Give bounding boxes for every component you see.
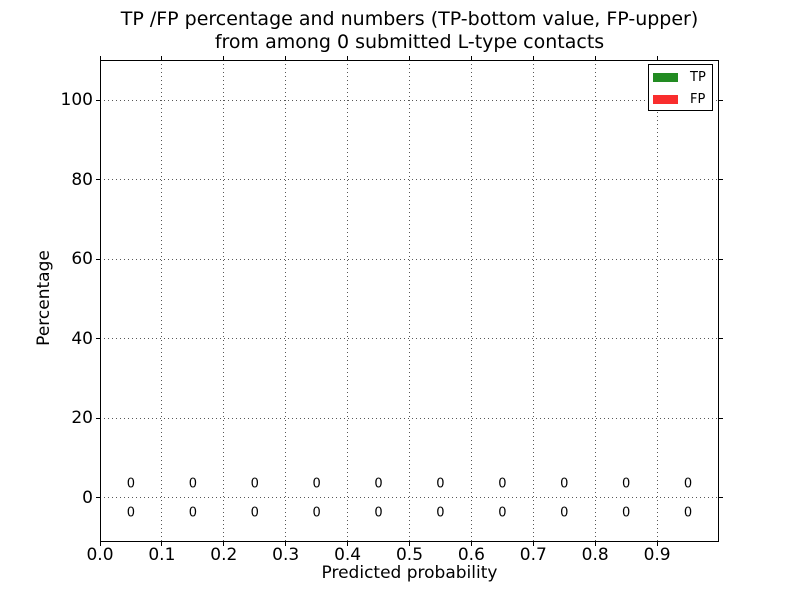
x-tick-label: 0.9 [643, 545, 671, 565]
x-tick-mark-top [594, 56, 596, 60]
y-axis-label: Percentage [34, 250, 54, 346]
gridline-vertical [223, 60, 225, 542]
gridline-vertical [347, 60, 349, 542]
legend-label-fp: FP [690, 92, 706, 107]
x-tick-mark-top [470, 56, 472, 60]
x-tick-mark-bottom [532, 542, 534, 546]
tp-count-annotation: 0 [683, 505, 693, 521]
x-tick-label: 0.6 [457, 545, 485, 565]
x-tick-mark-top [223, 56, 225, 60]
x-tick-mark-bottom [347, 542, 349, 546]
y-tick-mark-left [96, 338, 100, 340]
x-tick-mark-top [656, 56, 658, 60]
legend: TP FP [648, 64, 713, 111]
x-tick-mark-bottom [161, 542, 163, 546]
x-tick-mark-bottom [594, 542, 596, 546]
x-tick-mark-bottom [99, 542, 101, 546]
legend-swatch-fp [653, 95, 678, 104]
gridline-vertical [285, 60, 287, 542]
x-tick-mark-top [285, 56, 287, 60]
fp-count-annotation: 0 [622, 476, 631, 492]
fp-count-annotation: 0 [560, 476, 569, 492]
fp-count-annotation: 0 [683, 476, 693, 492]
y-tick-mark-right [719, 179, 723, 181]
y-tick-label: 80 [71, 169, 93, 190]
y-tick-mark-left [96, 179, 100, 181]
y-tick-label: 60 [71, 249, 93, 270]
y-tick-mark-right [719, 417, 723, 419]
x-tick-mark-top [532, 56, 534, 60]
axes-border [100, 60, 719, 542]
legend-item-fp: FP [653, 91, 712, 108]
x-tick-label: 0.5 [395, 545, 424, 565]
y-tick-mark-right [719, 497, 723, 499]
x-tick-mark-bottom [285, 542, 287, 546]
y-tick-mark-left [96, 417, 100, 419]
tp-count-annotation: 0 [498, 505, 507, 521]
tp-count-annotation: 0 [560, 505, 569, 521]
legend-swatch-tp [653, 73, 678, 82]
tp-count-annotation: 0 [436, 505, 445, 521]
x-tick-mark-top [409, 56, 410, 60]
fp-count-annotation: 0 [126, 476, 136, 492]
tp-count-annotation: 0 [622, 505, 631, 521]
y-tick-mark-right [719, 99, 723, 101]
y-tick-label: 20 [71, 408, 93, 429]
y-tick-mark-left [96, 99, 100, 101]
y-tick-mark-left [96, 258, 100, 260]
x-tick-label: 0.2 [210, 545, 238, 565]
fp-count-annotation: 0 [436, 476, 445, 492]
gridline-vertical [470, 60, 472, 542]
x-tick-label: 0.0 [86, 545, 114, 565]
y-tick-label: 100 [60, 90, 93, 111]
gridline-vertical [161, 60, 163, 542]
gridline-vertical [532, 60, 534, 542]
fp-count-annotation: 0 [312, 476, 321, 492]
legend-label-tp: TP [690, 70, 706, 85]
y-tick-mark-right [719, 258, 723, 260]
chart-title-line2: from among 0 submitted L-type contacts [214, 31, 605, 53]
gridline-vertical [656, 60, 658, 542]
y-tick-mark-left [96, 497, 100, 499]
tp-count-annotation: 0 [374, 505, 383, 521]
x-tick-mark-bottom [656, 542, 658, 546]
gridline-vertical [594, 60, 596, 542]
tp-count-annotation: 0 [188, 505, 197, 521]
x-tick-mark-top [347, 56, 349, 60]
y-tick-label: 40 [71, 328, 93, 349]
x-tick-mark-top [161, 56, 163, 60]
tp-count-annotation: 0 [126, 505, 136, 521]
x-tick-mark-bottom [409, 542, 410, 546]
x-axis-label: Predicted probability [321, 563, 498, 583]
tp-count-annotation: 0 [312, 505, 321, 521]
tp-count-annotation: 0 [250, 505, 259, 521]
legend-item-tp: TP [653, 69, 712, 86]
x-tick-label: 0.1 [148, 545, 176, 565]
y-tick-mark-right [719, 338, 723, 340]
x-tick-mark-top [99, 56, 101, 60]
chart-title-line1: TP /FP percentage and numbers (TP-bottom… [120, 8, 699, 30]
fp-count-annotation: 0 [374, 476, 383, 492]
x-tick-label: 0.3 [272, 545, 300, 565]
x-tick-mark-bottom [223, 542, 225, 546]
x-tick-label: 0.8 [581, 545, 609, 565]
fp-count-annotation: 0 [498, 476, 507, 492]
x-tick-label: 0.7 [519, 545, 547, 565]
chart-title: TP /FP percentage and numbers (TP-bottom… [100, 8, 719, 54]
fp-count-annotation: 0 [188, 476, 197, 492]
x-tick-label: 0.4 [334, 545, 362, 565]
gridline-vertical [409, 60, 410, 542]
fp-count-annotation: 0 [250, 476, 259, 492]
x-tick-mark-bottom [470, 542, 472, 546]
y-tick-label: 0 [82, 487, 93, 508]
